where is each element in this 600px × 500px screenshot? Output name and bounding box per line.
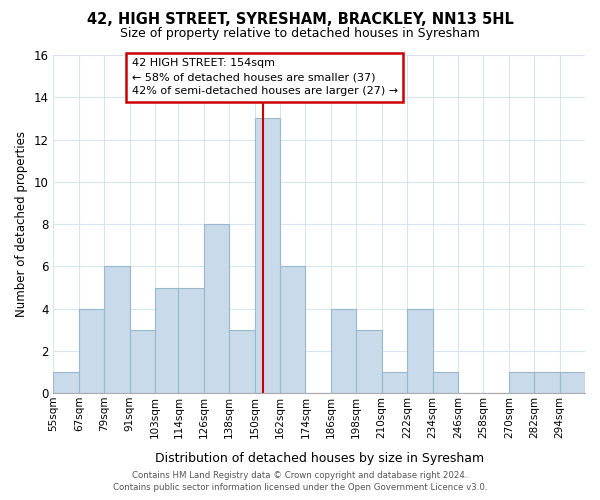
Bar xyxy=(53,372,79,393)
Bar xyxy=(534,372,560,393)
Bar xyxy=(560,372,585,393)
Bar xyxy=(407,308,433,393)
Bar xyxy=(509,372,534,393)
Text: Size of property relative to detached houses in Syresham: Size of property relative to detached ho… xyxy=(120,28,480,40)
Text: 42 HIGH STREET: 154sqm
← 58% of detached houses are smaller (37)
42% of semi-det: 42 HIGH STREET: 154sqm ← 58% of detached… xyxy=(132,58,398,96)
Text: 42, HIGH STREET, SYRESHAM, BRACKLEY, NN13 5HL: 42, HIGH STREET, SYRESHAM, BRACKLEY, NN1… xyxy=(86,12,514,28)
Bar xyxy=(155,288,181,393)
Bar xyxy=(178,288,204,393)
Bar xyxy=(433,372,458,393)
Bar xyxy=(280,266,305,393)
Bar xyxy=(356,330,382,393)
Bar xyxy=(79,308,104,393)
Text: Contains HM Land Registry data © Crown copyright and database right 2024.
Contai: Contains HM Land Registry data © Crown c… xyxy=(113,471,487,492)
Bar xyxy=(104,266,130,393)
Bar xyxy=(229,330,254,393)
X-axis label: Distribution of detached houses by size in Syresham: Distribution of detached houses by size … xyxy=(155,452,484,465)
Y-axis label: Number of detached properties: Number of detached properties xyxy=(15,131,28,317)
Bar xyxy=(204,224,229,393)
Bar xyxy=(130,330,155,393)
Bar xyxy=(254,118,280,393)
Bar xyxy=(382,372,407,393)
Bar xyxy=(331,308,356,393)
